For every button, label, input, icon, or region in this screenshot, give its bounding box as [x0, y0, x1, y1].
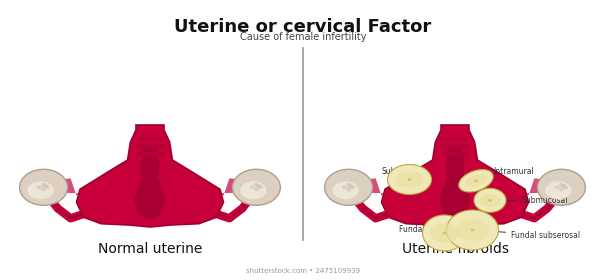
- Ellipse shape: [387, 165, 431, 195]
- Ellipse shape: [459, 170, 493, 192]
- Ellipse shape: [325, 169, 373, 205]
- Text: Submucosal: Submucosal: [493, 196, 568, 205]
- Ellipse shape: [456, 219, 490, 241]
- Ellipse shape: [561, 184, 566, 188]
- Ellipse shape: [479, 194, 501, 207]
- Polygon shape: [439, 145, 471, 220]
- Ellipse shape: [346, 187, 351, 191]
- Ellipse shape: [559, 183, 564, 187]
- Ellipse shape: [258, 185, 263, 189]
- Text: Normal uterine: Normal uterine: [98, 242, 202, 256]
- Ellipse shape: [240, 181, 267, 199]
- Ellipse shape: [41, 187, 46, 191]
- Text: Uterine or cervical Factor: Uterine or cervical Factor: [175, 18, 431, 36]
- Ellipse shape: [333, 181, 359, 199]
- Ellipse shape: [474, 179, 478, 182]
- Ellipse shape: [554, 185, 560, 189]
- Ellipse shape: [346, 183, 351, 187]
- Ellipse shape: [395, 171, 424, 188]
- Polygon shape: [441, 137, 469, 141]
- Ellipse shape: [254, 187, 259, 191]
- Ellipse shape: [350, 185, 355, 189]
- Ellipse shape: [256, 184, 261, 188]
- Polygon shape: [136, 137, 164, 141]
- Polygon shape: [219, 178, 261, 196]
- Text: Uterine fibroids: Uterine fibroids: [402, 242, 508, 256]
- Polygon shape: [136, 144, 164, 148]
- Polygon shape: [441, 144, 469, 148]
- Text: shutterstock.com • 2475109939: shutterstock.com • 2475109939: [246, 268, 360, 274]
- Ellipse shape: [465, 174, 487, 187]
- Ellipse shape: [563, 185, 568, 189]
- Polygon shape: [76, 125, 224, 227]
- Ellipse shape: [37, 185, 42, 189]
- Ellipse shape: [422, 215, 467, 251]
- Text: Cause of female infertility: Cause of female infertility: [240, 32, 366, 42]
- Ellipse shape: [232, 169, 281, 205]
- Polygon shape: [382, 125, 528, 227]
- Polygon shape: [134, 145, 166, 220]
- Ellipse shape: [538, 169, 585, 205]
- Polygon shape: [344, 178, 385, 196]
- Polygon shape: [524, 178, 567, 196]
- Ellipse shape: [250, 185, 255, 189]
- Ellipse shape: [488, 199, 492, 202]
- Ellipse shape: [348, 184, 353, 188]
- Ellipse shape: [27, 181, 54, 199]
- Ellipse shape: [470, 228, 474, 232]
- Text: Intramural: Intramural: [479, 167, 534, 180]
- Ellipse shape: [442, 232, 447, 235]
- Ellipse shape: [407, 178, 411, 181]
- Ellipse shape: [19, 169, 68, 205]
- Text: Fundal subserosal: Fundal subserosal: [475, 230, 580, 239]
- Ellipse shape: [447, 210, 499, 250]
- Ellipse shape: [342, 185, 347, 189]
- Ellipse shape: [474, 188, 506, 212]
- Ellipse shape: [43, 184, 48, 188]
- Polygon shape: [136, 152, 164, 155]
- Text: Subserosal: Subserosal: [382, 167, 424, 179]
- Ellipse shape: [41, 183, 46, 187]
- Polygon shape: [39, 178, 81, 196]
- Ellipse shape: [430, 223, 459, 243]
- Ellipse shape: [45, 185, 50, 189]
- Text: Fundal subserosal: Fundal subserosal: [399, 225, 468, 235]
- Polygon shape: [441, 152, 469, 155]
- Ellipse shape: [254, 183, 259, 187]
- Ellipse shape: [559, 187, 564, 191]
- Ellipse shape: [545, 181, 571, 199]
